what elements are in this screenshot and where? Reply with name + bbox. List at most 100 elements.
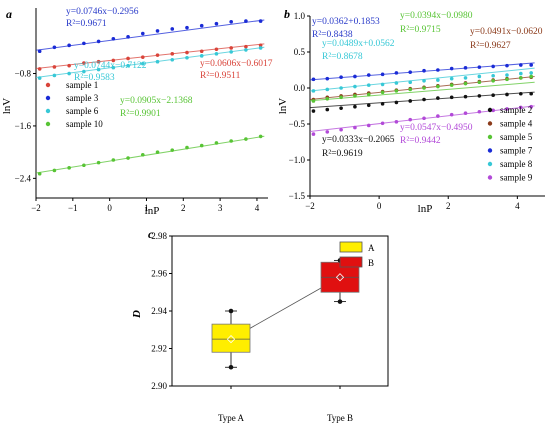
panel-b-point: [436, 68, 440, 72]
panel-b-point: [311, 109, 316, 113]
panel-a-point: [111, 58, 116, 63]
panel-b-point: [519, 71, 523, 76]
panel-a-point: [126, 63, 130, 68]
panel-b-point: [449, 95, 454, 100]
panel-b-point: [436, 78, 440, 82]
panel-b-point: [422, 97, 426, 102]
panel-b-r2: R²=0.8678: [322, 52, 363, 62]
panel-c-mean-marker: [226, 335, 236, 344]
panel-b-y-tick-label: 0.0: [294, 83, 306, 93]
panel-b-legend-marker: [487, 148, 493, 153]
panel-a-point: [67, 43, 71, 48]
panel-a-point: [214, 52, 219, 56]
panel-a-legend-marker: [45, 95, 51, 101]
panel-a-point: [140, 31, 145, 36]
panel-c-box: [211, 323, 251, 353]
panel-c-y-tick-label: 2.98: [151, 231, 167, 241]
panel-a-r2: R²=0.9583: [74, 73, 115, 83]
panel-c-point: [228, 364, 234, 370]
panel-a-point: [52, 73, 57, 78]
panel-b-point: [325, 97, 330, 101]
panel-b-point: [505, 77, 509, 82]
panel-b-x-tick-label: 2: [446, 201, 451, 211]
panel-b-point: [380, 121, 385, 126]
panel-b-point: [422, 68, 426, 73]
panel-a-point: [82, 163, 86, 168]
panel-b-r2: R²=0.9715: [400, 25, 441, 35]
panel-b-legend-label: sample 5: [500, 132, 533, 142]
panel-b-equation: y=0.0491x−0.0620: [470, 27, 543, 37]
panel-b-point: [325, 130, 330, 134]
panel-a-legend-marker: [45, 82, 51, 88]
panel-a-x-tick-label: −1: [68, 203, 78, 213]
panel-a-point: [199, 49, 204, 54]
panel-a-point: [140, 55, 145, 59]
panel-b-point: [353, 84, 357, 89]
panel-b-point: [422, 116, 426, 121]
panel-a-point: [185, 145, 189, 150]
panel-b-point: [353, 94, 357, 98]
panel-a-point: [96, 67, 101, 72]
panel-a-point: [214, 47, 219, 52]
panel-a-point: [52, 45, 57, 50]
panel-b-point: [311, 89, 316, 93]
panel-b-legend-marker: [487, 107, 493, 113]
panel-a-fit-line: [35, 46, 265, 79]
panel-b-point: [394, 89, 399, 93]
panel-c-legend-label: B: [368, 258, 374, 268]
panel-b: b −2 0 2 4 1.0 0.5 0.0 −0.5 −1.0 −1.5 lnP lnV y=0.033…: [277, 7, 545, 215]
panel-a-x-tick-label: 3: [218, 203, 223, 213]
panel-a-y-tick-label: −0.8: [15, 69, 32, 79]
panel-a-fit-line: [35, 43, 265, 69]
panel-b-point: [477, 109, 482, 114]
panel-b-point: [394, 120, 399, 124]
panel-c-x-tick-label: Type A: [218, 413, 245, 423]
panel-a: a −2 −1 0 1 2 3 4 −0.8 −1.6 −2.4 lnP lnV y=0.0606x−0.…: [1, 7, 273, 217]
panel-b-point: [339, 86, 343, 90]
panel-b-point: [449, 76, 454, 81]
panel-a-point: [67, 166, 71, 170]
panel-b-point: [449, 112, 454, 117]
panel-b-point: [366, 73, 371, 77]
panel-a-legend-label: sample 3: [66, 93, 99, 103]
panel-b-point: [449, 66, 454, 71]
panel-b-point: [353, 74, 357, 79]
panel-a-r2: R²=0.9671: [66, 19, 107, 29]
panel-b-point: [436, 96, 440, 100]
panel-b-y-tick-label: −1.0: [289, 155, 306, 165]
panel-b-equation: y=0.0547x−0.4950: [400, 123, 473, 133]
panel-b-equation: y=0.0394x−0.0980: [400, 11, 473, 21]
panel-a-point: [185, 50, 189, 55]
panel-a-point: [111, 65, 116, 70]
panel-b-point: [311, 132, 316, 136]
panel-b-x-tick-label: 4: [515, 201, 520, 211]
panel-b-point: [463, 81, 468, 86]
panel-b-point: [491, 64, 495, 69]
panel-a-y-tick-label: −2.4: [15, 173, 32, 183]
panel-b-point: [529, 74, 533, 79]
panel-a-legend-label: sample 10: [66, 119, 103, 129]
panel-c-x-tick-label: Type B: [327, 413, 353, 423]
panel-b-point: [477, 65, 482, 69]
panel-a-point: [244, 48, 248, 52]
panel-b-point: [339, 95, 343, 100]
panel-b-point: [529, 104, 533, 109]
panel-b-r2: R²=0.9619: [322, 149, 363, 159]
panel-c-y-tick-label: 2.90: [151, 381, 167, 391]
panel-b-y-tick-label: −0.5: [289, 119, 306, 129]
panel-b-point: [408, 117, 413, 122]
panel-a-point: [37, 76, 42, 80]
panel-b-point: [408, 99, 413, 103]
panel-b-point: [491, 79, 495, 83]
panel-b-point: [394, 81, 399, 85]
panel-a-point: [96, 160, 101, 165]
panel-a-point: [126, 56, 130, 61]
panel-b-point: [529, 71, 533, 75]
panel-b-point: [422, 79, 426, 83]
panel-a-point: [229, 50, 233, 54]
panel-b-point: [380, 82, 385, 87]
panel-c-y-label: D: [131, 310, 143, 319]
panel-a-fit-line: [35, 135, 265, 174]
panel-b-fit-line: [309, 81, 535, 102]
panel-b-point: [505, 107, 509, 111]
